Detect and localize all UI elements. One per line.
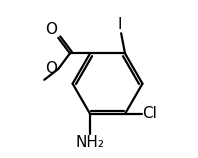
Text: Cl: Cl (143, 106, 157, 121)
Text: I: I (117, 17, 122, 32)
Text: O: O (46, 61, 57, 76)
Text: O: O (46, 22, 57, 37)
Text: NH₂: NH₂ (76, 135, 105, 150)
